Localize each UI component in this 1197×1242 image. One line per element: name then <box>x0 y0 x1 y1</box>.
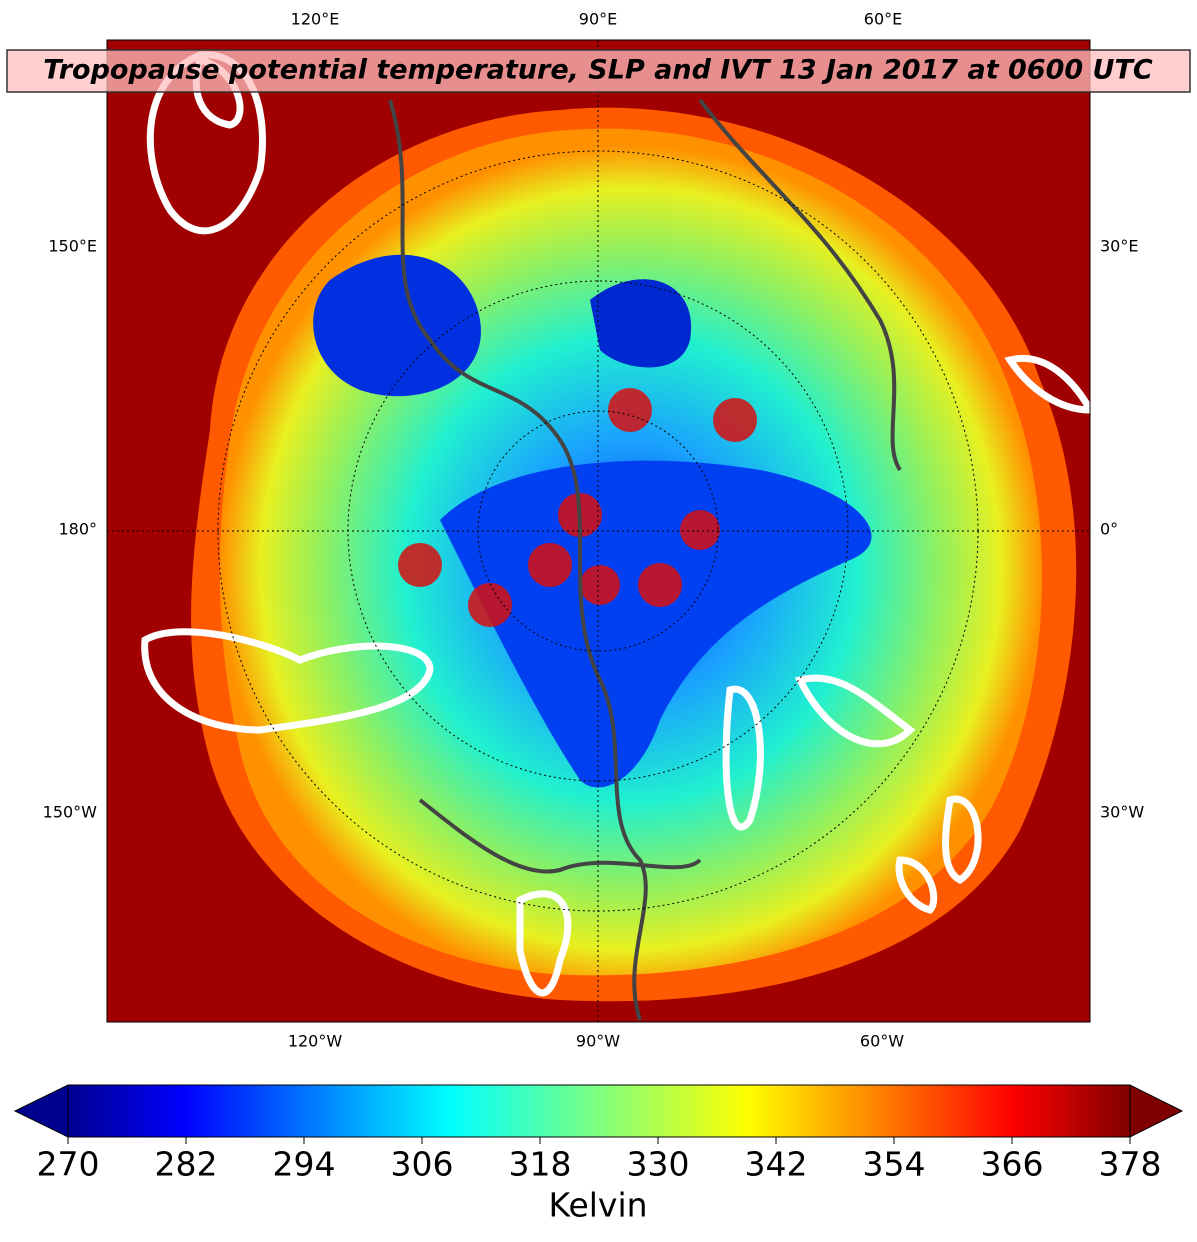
lon-label: 30°W <box>1100 803 1144 822</box>
lon-label: 30°E <box>1100 237 1138 256</box>
coastlines <box>388 98 902 1021</box>
lon-label: 150°E <box>48 237 97 256</box>
lon-label: 90°W <box>576 1032 620 1051</box>
lon-label: 120°E <box>291 10 340 29</box>
lon-label: 120°W <box>288 1032 343 1051</box>
colorbar <box>13 1084 1184 1138</box>
ivt-patches <box>398 388 757 627</box>
colorbar-tick-label: 366 <box>981 1145 1044 1184</box>
colorbar-tick-label: 342 <box>745 1145 808 1184</box>
map <box>107 40 1090 1022</box>
title-box <box>6 49 1191 93</box>
colorbar-tick-label: 294 <box>273 1145 336 1184</box>
lon-label: 90°E <box>579 10 617 29</box>
colorbar-tick-label: 318 <box>509 1145 572 1184</box>
colorbar-tick-label: 306 <box>391 1145 454 1184</box>
lon-label: 60°E <box>864 10 902 29</box>
title: Tropopause potential temperature, SLP an… <box>43 55 1153 86</box>
colorbar-tick-label: 354 <box>863 1145 926 1184</box>
map-frame <box>106 39 1091 1023</box>
lon-label: 0° <box>1100 520 1118 539</box>
lon-label: 180° <box>58 520 97 539</box>
colorbar-tick-label: 330 <box>627 1145 690 1184</box>
colorbar-body <box>67 1084 1131 1138</box>
colorbar-tick-label: 282 <box>155 1145 218 1184</box>
colorbar-tick-label: 270 <box>37 1145 100 1184</box>
lon-label: 60°W <box>860 1032 904 1051</box>
colorbar-tick-label: 378 <box>1099 1145 1162 1184</box>
lon-label: 150°W <box>43 803 98 822</box>
colorbar-extend <box>1129 1084 1184 1138</box>
graticule <box>107 40 1090 1022</box>
colorbar-extend <box>13 1084 69 1138</box>
colorbar-label: Kelvin <box>548 1186 647 1225</box>
ivt-contours <box>141 51 1090 997</box>
